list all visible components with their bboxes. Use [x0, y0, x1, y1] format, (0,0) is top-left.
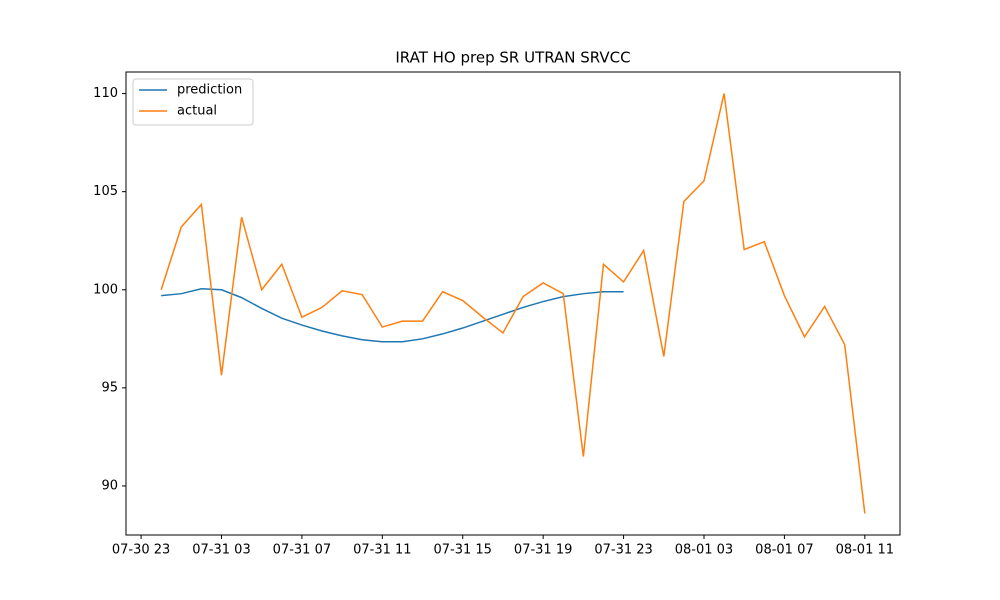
- legend: prediction actual: [132, 78, 254, 126]
- x-tick-label: 07-30 23: [112, 543, 170, 558]
- x-tick-label: 07-31 15: [434, 543, 492, 558]
- y-tick-label: 95: [101, 380, 118, 395]
- x-tick-label: 08-01 03: [675, 543, 733, 558]
- x-tick-label: 07-31 07: [273, 543, 331, 558]
- chart-title: IRAT HO prep SR UTRAN SRVCC: [395, 49, 630, 67]
- line-series: [161, 288, 624, 343]
- legend-label: prediction: [177, 83, 242, 98]
- plot-frame: [125, 71, 901, 536]
- y-tick-label: 100: [93, 282, 118, 297]
- x-tick-label: 08-01 07: [755, 543, 813, 558]
- x-tick-label: 07-31 03: [192, 543, 250, 558]
- y-tick-label: 110: [93, 86, 118, 101]
- legend-label: actual: [177, 104, 217, 119]
- y-tick-label: 105: [93, 184, 118, 199]
- x-tick-label: 07-31 11: [353, 543, 411, 558]
- x-tick-label: 08-01 11: [836, 543, 894, 558]
- line-series: [160, 93, 866, 514]
- y-tick-label: 90: [101, 478, 118, 493]
- x-tick-label: 07-31 19: [514, 543, 572, 558]
- x-tick-label: 07-31 23: [594, 543, 652, 558]
